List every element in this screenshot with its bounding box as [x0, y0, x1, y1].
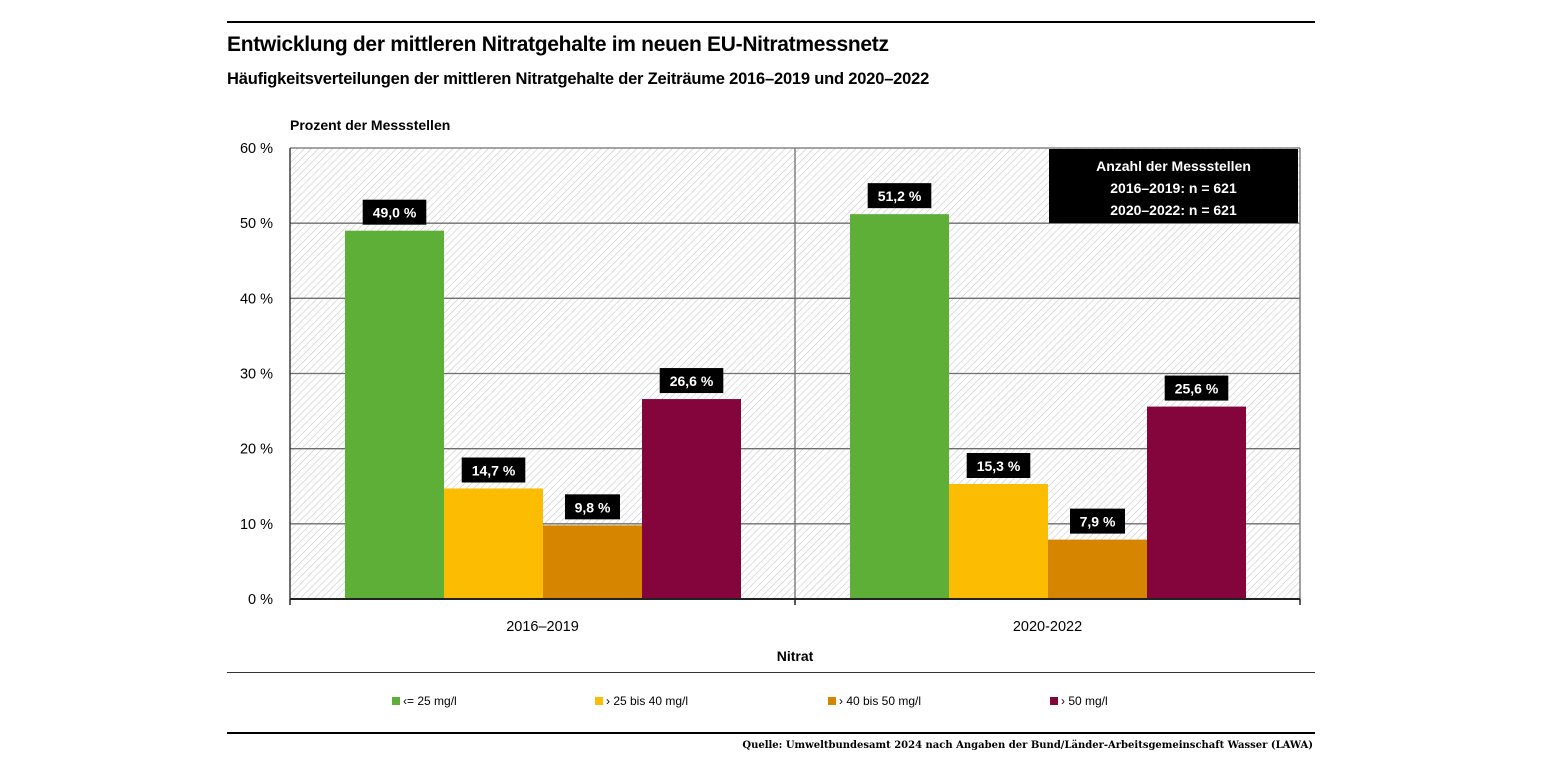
y-tick-label: 20 % [240, 442, 273, 458]
data-label-box [565, 494, 620, 520]
data-label: 51,2 % [878, 188, 922, 204]
bar [1048, 539, 1147, 599]
annotation-box [1049, 149, 1298, 223]
data-label: 14,7 % [472, 463, 516, 479]
legend-label: › 50 mg/l [1061, 694, 1108, 708]
data-label: 15,3 % [977, 458, 1021, 474]
legend-swatch-icon [392, 697, 400, 705]
legend-item: › 50 mg/l [1050, 694, 1108, 708]
chart-title: Entwicklung der mittleren Nitratgehalte … [227, 33, 889, 56]
legend-swatch-icon [828, 697, 836, 705]
x-tick-label: 2020-2022 [1013, 619, 1082, 635]
legend-label: › 40 bis 50 mg/l [839, 694, 922, 708]
y-tick-label: 10 % [240, 517, 273, 533]
annotation-line: Anzahl der Messstellen [1096, 158, 1251, 174]
data-label-box [362, 199, 427, 225]
y-tick-label: 40 % [240, 291, 273, 307]
legend-swatch-icon [1050, 697, 1058, 705]
bar [1147, 406, 1246, 599]
data-label-box [1164, 375, 1229, 401]
data-label-box [461, 457, 526, 483]
chart-subtitle: Häufigkeitsverteilungen der mittleren Ni… [227, 70, 930, 88]
data-label: 9,8 % [575, 499, 611, 515]
data-label: 25,6 % [1175, 381, 1219, 397]
legend-item: › 40 bis 50 mg/l [828, 694, 921, 708]
data-label-box [1070, 508, 1125, 534]
bar [345, 230, 444, 599]
legend-swatch-icon [595, 697, 603, 705]
y-tick-label: 0 % [248, 592, 273, 608]
y-tick-label: 50 % [240, 216, 273, 232]
annotation-line: 2016–2019: n = 621 [1110, 180, 1237, 196]
legend-top-rule [227, 672, 1315, 673]
bar [949, 483, 1048, 599]
data-label-box [867, 183, 932, 209]
top-rule [227, 21, 1315, 23]
legend-label: › 25 bis 40 mg/l [606, 694, 689, 708]
data-label: 49,0 % [373, 205, 417, 221]
bar [543, 525, 642, 599]
x-tick-label: 2016–2019 [506, 619, 579, 635]
x-axis-label: Nitrat [777, 648, 814, 664]
bar [444, 488, 543, 599]
data-label: 26,6 % [670, 373, 714, 389]
footer-rule [227, 732, 1315, 734]
legend-label: ‹= 25 mg/l [403, 694, 457, 708]
annotation-line: 2020–2022: n = 621 [1110, 202, 1237, 218]
y-axis-label: Prozent der Messstellen [290, 117, 450, 133]
bar [850, 214, 949, 599]
data-label-box [659, 368, 724, 394]
y-tick-label: 60 % [240, 141, 273, 157]
source-note: Quelle: Umweltbundesamt 2024 nach Angabe… [742, 740, 1313, 751]
data-label: 7,9 % [1080, 514, 1116, 530]
legend-item: › 25 bis 40 mg/l [595, 694, 688, 708]
bar [642, 399, 741, 599]
data-label-box [966, 452, 1031, 478]
legend-item: ‹= 25 mg/l [392, 694, 457, 708]
y-tick-label: 30 % [240, 367, 273, 383]
